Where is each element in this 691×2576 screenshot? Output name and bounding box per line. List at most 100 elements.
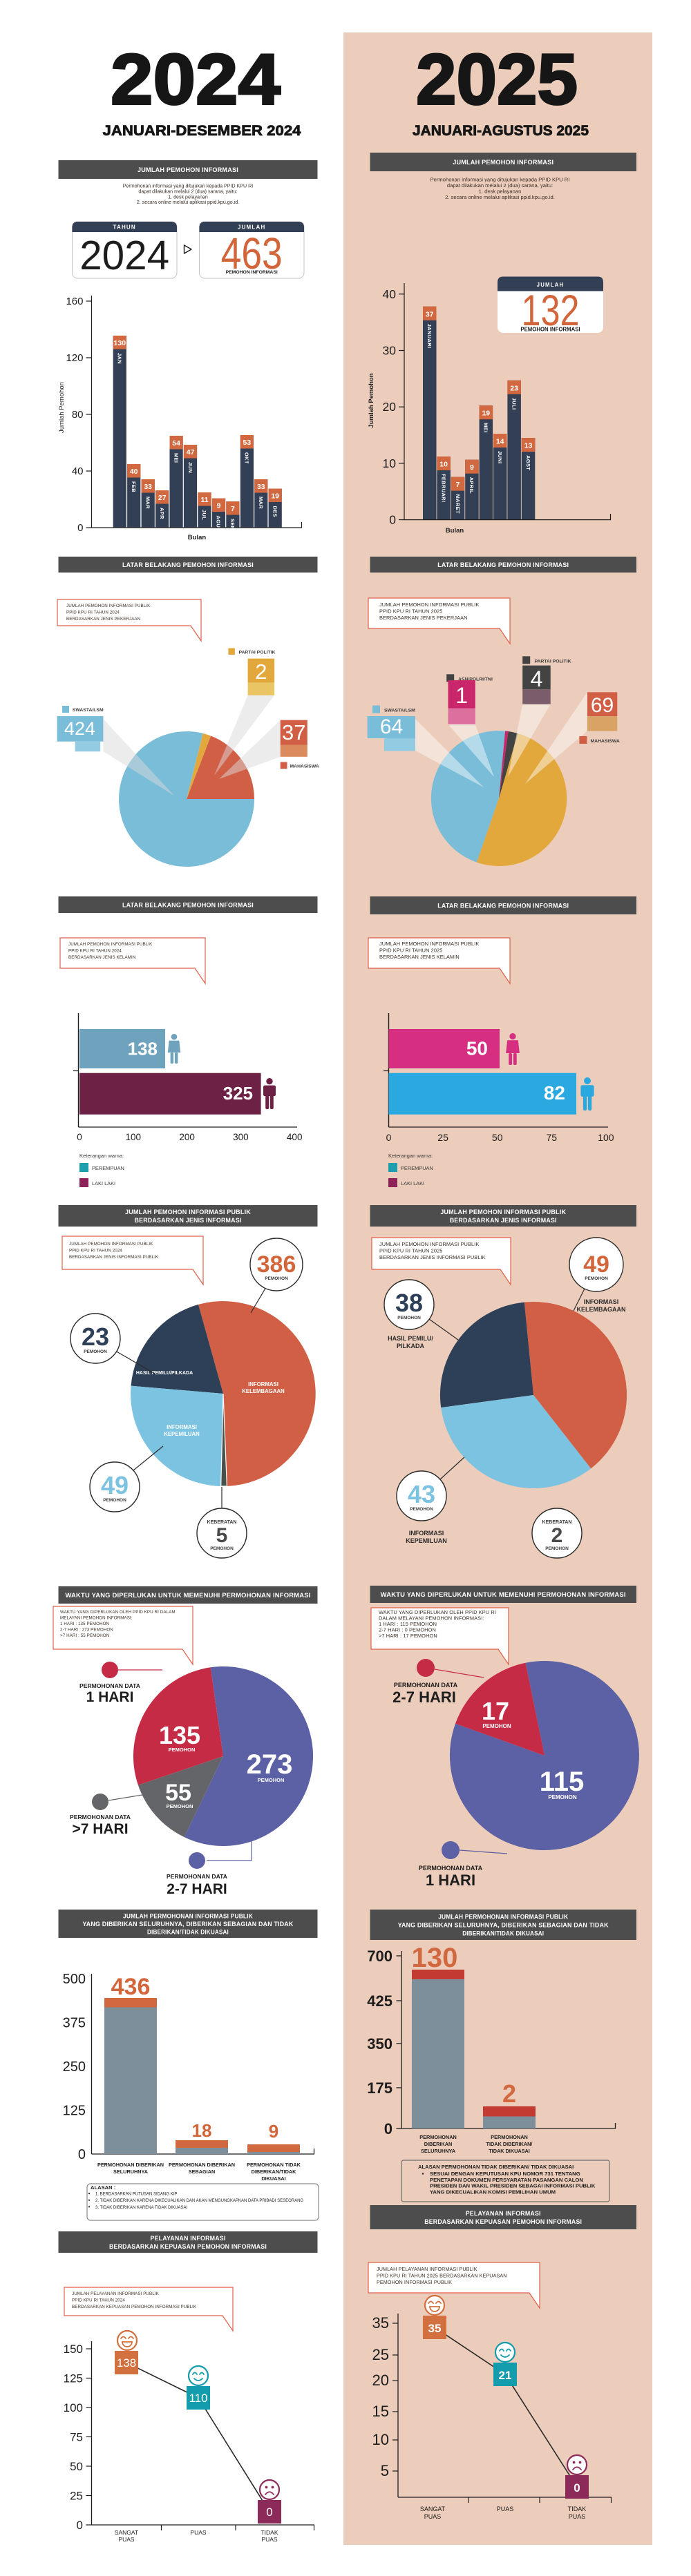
svg-text:2-7 HARI: 2-7 HARI (392, 1689, 456, 1706)
svg-text:Keterangan warna:: Keterangan warna: (79, 1153, 124, 1159)
svg-text:138: 138 (117, 2356, 136, 2370)
svg-text:KEBERATAN: KEBERATAN (542, 1520, 572, 1525)
svg-text:10: 10 (383, 456, 397, 470)
svg-text:Jumlah Pemohon: Jumlah Pemohon (368, 373, 375, 427)
svg-text:425: 425 (367, 1992, 392, 2010)
svg-text:PILKADA: PILKADA (397, 1343, 424, 1349)
svg-text:463: 463 (221, 229, 283, 278)
svg-text:SESUAI DENGAN KEPUTUSAN KPU NO: SESUAI DENGAN KEPUTUSAN KPU NOMOR 731 TE… (430, 2171, 580, 2177)
svg-text:Permohonan informasi yang ditu: Permohonan informasi yang ditujukan kepa… (123, 184, 254, 189)
svg-text:80: 80 (72, 409, 84, 421)
svg-text:PPID KPU RI TAHUN 2025: PPID KPU RI TAHUN 2025 (379, 1247, 442, 1253)
svg-text:PERMOHONAN DIBERIKAN: PERMOHONAN DIBERIKAN (97, 2162, 164, 2168)
svg-text:BERDASARKAN JENIS INFORMASI: BERDASARKAN JENIS INFORMASI (135, 1217, 242, 1224)
svg-text:125: 125 (64, 2372, 83, 2385)
svg-text:DIBERIKAN/TIDAK: DIBERIKAN/TIDAK (252, 2169, 297, 2175)
svg-text:TIDAK: TIDAK (568, 2506, 587, 2512)
svg-text:JUMLAH PEMOHON INFORMASI PUBLI: JUMLAH PEMOHON INFORMASI PUBLIK (440, 1209, 566, 1215)
svg-text:PPID KPU RI TAHUN 2024: PPID KPU RI TAHUN 2024 (66, 610, 120, 615)
svg-text:250: 250 (63, 2059, 86, 2075)
svg-text:424: 424 (64, 718, 95, 739)
svg-text:0: 0 (77, 1132, 82, 1142)
svg-text:BERDASARKAN JENIS PEKERJAAN: BERDASARKAN JENIS PEKERJAAN (66, 617, 140, 622)
svg-text:400: 400 (287, 1132, 303, 1142)
svg-text:APRIL: APRIL (468, 477, 475, 494)
svg-text:325: 325 (223, 1083, 253, 1104)
svg-text:4: 4 (531, 666, 543, 691)
svg-text:30: 30 (383, 344, 397, 358)
svg-text:5: 5 (381, 2462, 389, 2479)
svg-text:PEMOHON INFORMASI PUBLIK: PEMOHON INFORMASI PUBLIK (377, 2279, 452, 2285)
svg-text:JANUARI: JANUARI (426, 324, 433, 349)
svg-text:0: 0 (574, 2481, 580, 2495)
svg-text:WAKTU YANG DIPERLUKAN UNTUK ME: WAKTU YANG DIPERLUKAN UNTUK MEMENUHI PER… (66, 1592, 311, 1599)
svg-text:WAKTU YANG DIPERLUKAN OLEH PPI: WAKTU YANG DIPERLUKAN OLEH PPID KPU RI D… (60, 1610, 176, 1615)
svg-text:MEI: MEI (483, 423, 489, 432)
svg-text:PARTAI POLITIK: PARTAI POLITIK (239, 651, 276, 655)
svg-text:43: 43 (408, 1480, 435, 1508)
svg-text:21: 21 (499, 2369, 512, 2382)
svg-text:25: 25 (372, 2346, 389, 2363)
svg-text:1 HARI: 1 HARI (426, 1872, 475, 1889)
svg-text:MAR: MAR (144, 497, 151, 509)
svg-text:0: 0 (77, 2519, 83, 2532)
svg-text:132: 132 (522, 287, 580, 335)
svg-text:JUMLAH: JUMLAH (238, 224, 266, 231)
svg-text:SEP: SEP (229, 519, 236, 530)
svg-text:PUAS: PUAS (569, 2513, 586, 2520)
svg-text:BERDASARKAN JENIS INFORMASI: BERDASARKAN JENIS INFORMASI (450, 1217, 557, 1224)
svg-text:AGU: AGU (216, 516, 222, 528)
svg-text:KEPEMILUAN: KEPEMILUAN (406, 1537, 447, 1544)
svg-text:JUMLAH PEMOHON INFORMASI: JUMLAH PEMOHON INFORMASI (453, 159, 553, 166)
svg-text:PEREMPUAN: PEREMPUAN (401, 1165, 433, 1171)
svg-text:0: 0 (77, 522, 83, 534)
svg-text:PUAS: PUAS (118, 2536, 134, 2543)
svg-text:0: 0 (266, 2506, 272, 2519)
svg-text:25: 25 (70, 2490, 83, 2503)
svg-text:INFORMASI: INFORMASI (248, 1381, 278, 1387)
svg-text:PPID KPU RI TAHUN 2024: PPID KPU RI TAHUN 2024 (68, 948, 122, 953)
svg-text:APR: APR (159, 508, 165, 519)
svg-text:2-7 HARI : 273 PEMOHON: 2-7 HARI : 273 PEMOHON (60, 1628, 113, 1633)
svg-text:YANG DIKECUALIKAN KOMISI PEMIL: YANG DIKECUALIKAN KOMISI PEMILIHAN UMUM (430, 2189, 556, 2195)
svg-text:PEMOHON: PEMOHON (167, 1803, 193, 1809)
svg-text:SEBAGIAN: SEBAGIAN (189, 2169, 216, 2175)
svg-text:1 HARI: 1 HARI (86, 1689, 134, 1705)
svg-text:49: 49 (101, 1471, 129, 1499)
svg-text:OKT: OKT (244, 452, 250, 464)
svg-text:18: 18 (192, 2120, 212, 2141)
svg-text:JUMLAH PELAYANAN INFORMASI PUB: JUMLAH PELAYANAN INFORMASI PUBLIK (377, 2266, 477, 2272)
svg-text:JANUARI-DESEMBER 2024: JANUARI-DESEMBER 2024 (103, 122, 301, 139)
svg-text:2-7 HARI : 0 PEMOHON: 2-7 HARI : 0 PEMOHON (379, 1627, 436, 1633)
svg-text:110: 110 (189, 2392, 207, 2405)
svg-text:PEREMPUAN: PEREMPUAN (92, 1165, 124, 1171)
svg-text:1. BERDASARKAN PUTUSAN SIDANG: 1. BERDASARKAN PUTUSAN SIDANG KIP (95, 2193, 177, 2197)
svg-text:JUMLAH PEMOHON INFORMASI PUBLI: JUMLAH PEMOHON INFORMASI PUBLIK (66, 604, 151, 608)
svg-text:INFORMASI: INFORMASI (584, 1298, 619, 1305)
svg-text:PRESIDEN DAN WAKIL PRESIDEN SE: PRESIDEN DAN WAKIL PRESIDEN SEBAGAI INFO… (430, 2183, 596, 2189)
svg-text:0: 0 (386, 1132, 392, 1143)
svg-text:PUAS: PUAS (497, 2506, 514, 2512)
svg-text:120: 120 (66, 352, 83, 364)
svg-text:PERMOHONAN DATA: PERMOHONAN DATA (70, 1814, 131, 1820)
svg-text:55: 55 (165, 1780, 191, 1806)
svg-text:KELEMBAGAAN: KELEMBAGAAN (242, 1388, 285, 1394)
svg-text:PENETAPAN DOKUMEN PERSYARATAN: PENETAPAN DOKUMEN PERSYARATAN PASANGAN C… (430, 2177, 583, 2183)
svg-text:1. desk pelayanan: 1. desk pelayanan (168, 194, 208, 200)
svg-text:DALAM MELAYANI PEMOHON INFORMA: DALAM MELAYANI PEMOHON INFORMASI: (379, 1615, 484, 1622)
svg-text:BERDASARKAN JENIS KELAMIN: BERDASARKAN JENIS KELAMIN (68, 955, 135, 960)
svg-text:14: 14 (496, 438, 504, 446)
svg-text:PERMOHONAN TIDAK: PERMOHONAN TIDAK (247, 2162, 301, 2168)
svg-text:DIBERIKAN/TIDAK DIKUASAI: DIBERIKAN/TIDAK DIKUASAI (462, 1930, 544, 1936)
svg-text:50: 50 (70, 2460, 83, 2473)
svg-text:WAKTU YANG DIPERLUKAN UNTUK ME: WAKTU YANG DIPERLUKAN UNTUK MEMENUHI PER… (381, 1591, 626, 1598)
svg-text:PEMOHON: PEMOHON (84, 1349, 107, 1354)
svg-text:138: 138 (128, 1039, 158, 1059)
svg-text:JULI: JULI (511, 398, 517, 410)
svg-text:37: 37 (426, 310, 434, 318)
svg-text:LATAR BELAKANG PEMOHON INFORMA: LATAR BELAKANG PEMOHON INFORMASI (437, 902, 569, 909)
svg-text:386: 386 (257, 1251, 296, 1278)
svg-text:2: 2 (502, 2079, 516, 2108)
svg-text:INFORMASI: INFORMASI (167, 1424, 197, 1430)
svg-text:160: 160 (66, 296, 83, 307)
